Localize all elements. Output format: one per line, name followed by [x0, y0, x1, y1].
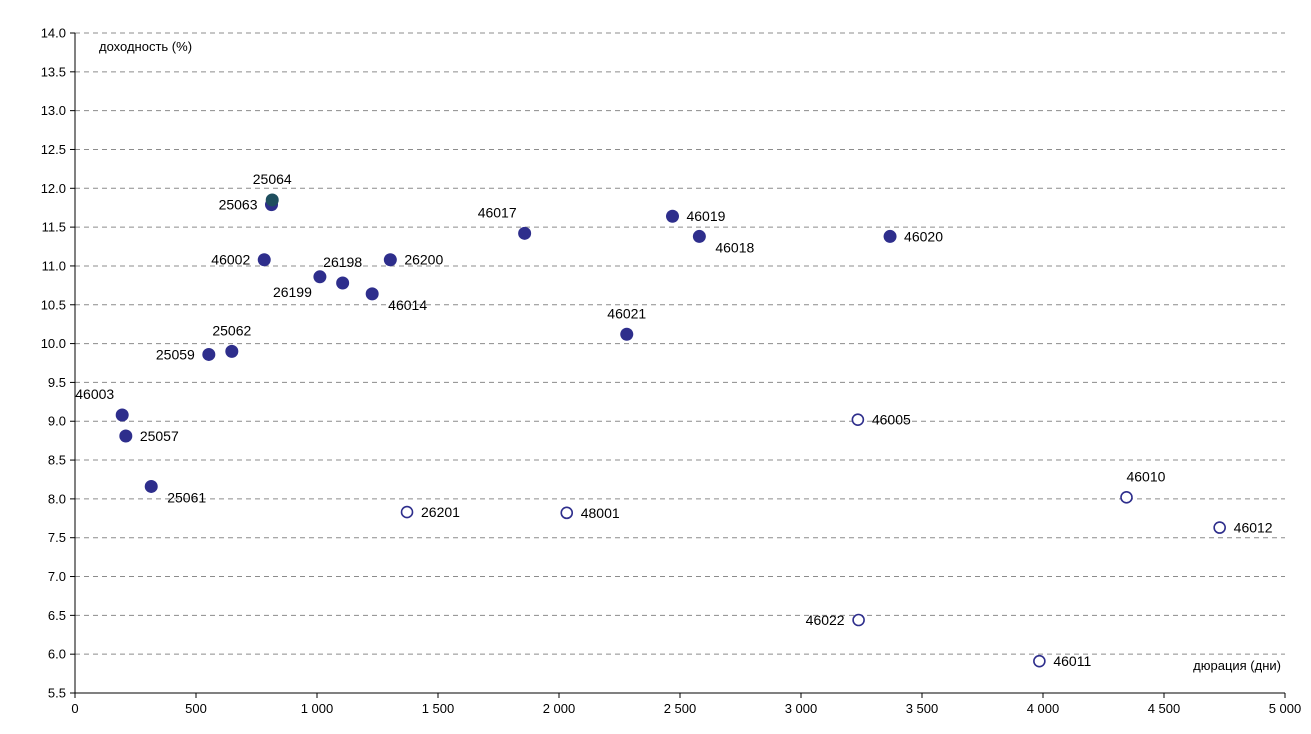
- point-label: 46011: [1053, 653, 1091, 669]
- y-tick-label: 5.5: [48, 686, 66, 701]
- y-tick-labels: 5.5 6.0 6.5 7.0 7.5 8.0 8.5 9.0 9.5 10.0 10.5 11.0 1…: [41, 26, 75, 701]
- x-tick-label: 3 000: [785, 701, 818, 716]
- data-point: [313, 270, 327, 284]
- y-tick-label: 14.0: [41, 26, 66, 41]
- y-tick-label: 8.5: [48, 453, 66, 468]
- grid-lines: [75, 32, 1285, 655]
- point-label: 46017: [478, 204, 517, 220]
- data-point: [620, 327, 634, 341]
- y-tick-label: 10.0: [41, 336, 66, 351]
- y-tick-label: 11.5: [42, 220, 66, 235]
- data-point-hollow: [560, 506, 574, 520]
- y-tick-label: 9.5: [48, 375, 66, 390]
- data-point-hollow: [1213, 521, 1226, 534]
- y-tick-label: 12.5: [41, 142, 66, 157]
- point-label: 25064: [253, 171, 292, 187]
- data-point: [365, 287, 379, 301]
- point-label: 26200: [404, 252, 443, 268]
- point-label: 26198: [323, 254, 362, 270]
- point-label: 46005: [872, 412, 911, 428]
- data-point: [202, 347, 216, 361]
- point-label: 25059: [156, 346, 195, 362]
- data-point: [144, 479, 158, 493]
- data-point-hollow: [1120, 491, 1133, 504]
- point-label: 46018: [715, 239, 754, 255]
- point-label: 46010: [1126, 468, 1165, 484]
- data-point: [383, 253, 397, 267]
- data-point-hollow: [1033, 654, 1046, 668]
- y-tick-label: 6.5: [48, 608, 66, 623]
- y-tick-label: 13.5: [41, 64, 66, 79]
- point-label: 25057: [140, 428, 179, 444]
- point-label: 46014: [388, 297, 427, 313]
- data-point-hollow: [852, 613, 865, 627]
- data-point: [692, 229, 706, 243]
- point-label: 46021: [607, 305, 646, 321]
- x-axis-label: дюрация (дни): [1193, 658, 1281, 673]
- data-point: [665, 209, 679, 223]
- x-tick-label: 1 000: [301, 701, 334, 716]
- x-tick-label: 4 500: [1148, 701, 1181, 716]
- point-label: 25063: [219, 197, 258, 213]
- x-tick-label: 0: [71, 701, 78, 716]
- data-point: [119, 429, 133, 443]
- y-tick-label: 8.0: [48, 491, 66, 506]
- x-tick-label: 2 500: [664, 701, 697, 716]
- y-tick-label: 11.0: [42, 258, 66, 273]
- x-tick-label: 5 000: [1269, 701, 1302, 716]
- point-label: 46003: [75, 386, 114, 402]
- data-point: [225, 344, 239, 358]
- point-label: 26201: [421, 504, 460, 520]
- y-tick-label: 7.0: [48, 569, 66, 584]
- point-label: 46012: [1234, 520, 1273, 536]
- y-tick-label: 12.0: [41, 181, 66, 196]
- data-point: [257, 253, 271, 267]
- y-axis-label: доходность (%): [99, 39, 192, 54]
- point-labels: 25057 46003 25061 25059 25062 46002 25063 25064…: [75, 171, 1273, 669]
- x-tick-label: 500: [185, 701, 207, 716]
- x-tick-label: 3 500: [906, 701, 939, 716]
- y-tick-label: 13.0: [41, 103, 66, 118]
- data-point-hollow: [400, 505, 414, 519]
- x-tick-label: 4 000: [1027, 701, 1060, 716]
- data-point: [883, 229, 897, 243]
- y-tick-label: 6.0: [48, 647, 66, 662]
- point-label: 46019: [686, 208, 725, 224]
- point-label: 48001: [581, 505, 620, 521]
- point-label: 46020: [904, 228, 943, 244]
- data-points: [115, 193, 1226, 668]
- axes: [74, 33, 1285, 694]
- data-point: [265, 193, 279, 207]
- x-tick-label: 1 500: [422, 701, 455, 716]
- data-point: [518, 226, 532, 240]
- x-tick-label: 2 000: [543, 701, 576, 716]
- y-tick-label: 7.5: [48, 530, 66, 545]
- x-tick-labels: 0 500 1 000 1 500 2 000 2 500 3 000 3 500 4 000 4…: [71, 693, 1301, 716]
- data-point-hollow: [851, 413, 865, 426]
- point-label: 46022: [806, 612, 845, 628]
- y-tick-label: 9.0: [48, 414, 66, 429]
- y-tick-label: 10.5: [41, 297, 66, 312]
- data-point: [336, 276, 350, 290]
- data-point: [115, 408, 129, 422]
- point-label: 26199: [273, 284, 312, 300]
- point-label: 46002: [211, 252, 250, 268]
- point-label: 25061: [167, 489, 206, 505]
- point-label: 25062: [212, 322, 251, 338]
